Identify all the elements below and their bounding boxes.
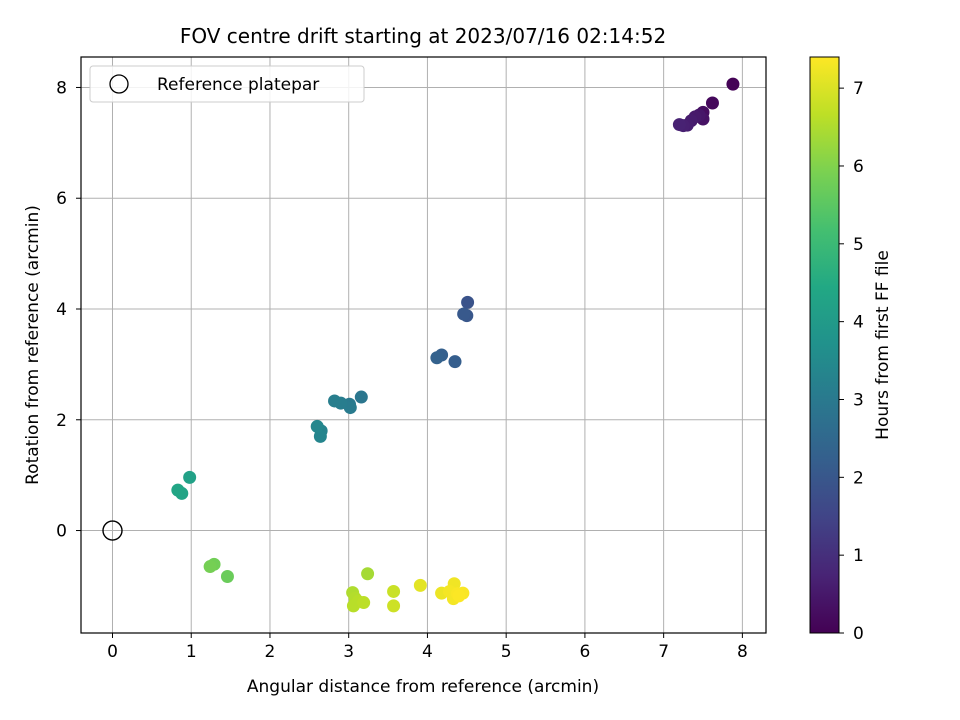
scatter-point	[328, 394, 342, 408]
scatter-point	[726, 77, 740, 91]
x-tick-label: 5	[501, 642, 512, 662]
y-tick-label: 6	[56, 189, 67, 209]
legend-entry-label: Reference platepar	[157, 75, 319, 95]
scatter-point	[361, 567, 375, 581]
colorbar-tick-label: 5	[853, 235, 864, 255]
scatter-point	[430, 351, 444, 365]
x-tick-label: 1	[186, 642, 197, 662]
colorbar-tick-label: 3	[853, 390, 864, 410]
colorbar-tick-label: 1	[853, 546, 864, 566]
colorbar-tick-label: 6	[853, 157, 864, 177]
chart-title: FOV centre drift starting at 2023/07/16 …	[180, 24, 666, 48]
grid	[81, 57, 766, 633]
x-tick-label: 4	[422, 642, 433, 662]
x-tick-label: 6	[579, 642, 590, 662]
scatter-point	[203, 560, 217, 574]
scatter-point	[357, 596, 371, 610]
scatter-point	[705, 96, 719, 110]
scatter-point	[452, 589, 466, 603]
colorbar-tick-label: 0	[853, 624, 864, 644]
y-axis-label: Rotation from reference (arcmin)	[23, 205, 43, 485]
y-tick-label: 2	[56, 411, 67, 431]
x-tick-label: 7	[658, 642, 669, 662]
scatter-point	[448, 355, 462, 369]
x-tick-label: 8	[737, 642, 748, 662]
scatter-point	[220, 570, 234, 584]
colorbar	[809, 56, 840, 634]
scatter-point	[313, 429, 327, 443]
y-tick-label: 0	[56, 522, 67, 542]
reference-platepar-marker	[102, 520, 123, 541]
scatter-point	[183, 470, 197, 484]
colorbar-tick-label: 2	[853, 468, 864, 488]
colorbar-tick-label: 4	[853, 313, 864, 333]
x-tick-label: 2	[265, 642, 276, 662]
y-tick-label: 8	[56, 78, 67, 98]
scatter-point	[310, 419, 324, 433]
x-tick-label: 3	[343, 642, 354, 662]
scatter-points	[171, 77, 740, 613]
colorbar-tick-label: 7	[853, 79, 864, 99]
plot-frame	[80, 56, 767, 634]
colorbar-ticks: 0 1 2 3 4 5 6 7	[839, 79, 864, 644]
reference-marker-group	[102, 520, 123, 541]
legend-marker-icon	[109, 74, 129, 94]
scatter-point	[354, 390, 368, 404]
scatter-point	[413, 578, 427, 592]
x-ticks: 0 1 2 3 4 5 6 7 8	[107, 633, 748, 662]
scatter-point	[461, 295, 475, 309]
x-axis-label: Angular distance from reference (arcmin)	[247, 677, 599, 697]
colorbar-label: Hours from first FF file	[873, 250, 893, 440]
x-tick-label: 0	[107, 642, 118, 662]
y-ticks: 0 2 4 6 8	[56, 78, 81, 542]
scatter-point	[171, 483, 185, 497]
scatter-point	[672, 118, 686, 132]
scatter-point	[387, 584, 401, 598]
y-tick-label: 4	[56, 300, 67, 320]
legend: Reference platepar	[89, 65, 365, 103]
scatter-point	[457, 307, 471, 321]
scatter-point	[346, 599, 360, 613]
legend-box	[89, 65, 365, 103]
scatter-point	[387, 599, 401, 613]
